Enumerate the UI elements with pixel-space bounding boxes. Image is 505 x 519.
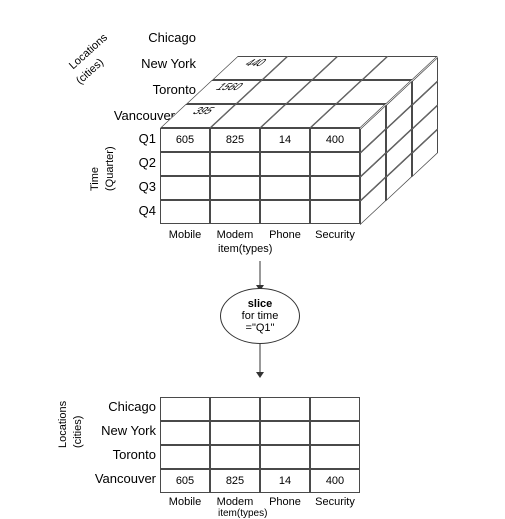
res-r4-c1: 605 <box>160 469 210 493</box>
arrow-cube-to-oval <box>250 261 270 291</box>
item-axis-label: item(types) <box>218 243 272 255</box>
slice-line2: for time <box>242 310 279 322</box>
res-r3-c2 <box>210 445 260 469</box>
result-item-mobile: Mobile <box>160 496 210 508</box>
res-r3-c1 <box>160 445 210 469</box>
result-city-vancouver: Vancouver <box>72 471 156 486</box>
res-r1-c3 <box>260 397 310 421</box>
res-r1-c4 <box>310 397 360 421</box>
res-r4-c4: 400 <box>310 469 360 493</box>
time-axis-label: Time <box>89 171 101 191</box>
city-chicago: Chicago <box>106 30 196 45</box>
quarter-q2: Q2 <box>118 155 156 170</box>
front-r3-c2 <box>210 176 260 200</box>
res-r4-c3: 14 <box>260 469 310 493</box>
quarter-q3: Q3 <box>118 179 156 194</box>
item-phone: Phone <box>260 229 310 241</box>
front-r4-c2 <box>210 200 260 224</box>
res-r2-c2 <box>210 421 260 445</box>
arrow-oval-to-result <box>250 344 270 378</box>
item-modem: Modem <box>210 229 260 241</box>
city-toronto: Toronto <box>106 82 196 97</box>
front-r4-c4 <box>310 200 360 224</box>
res-r1-c2 <box>210 397 260 421</box>
front-r1-c1: 605 <box>160 128 210 152</box>
result-item-modem: Modem <box>210 496 260 508</box>
result-city-toronto: Toronto <box>72 447 156 462</box>
front-r3-c1 <box>160 176 210 200</box>
quarter-q1: Q1 <box>118 131 156 146</box>
result-item-security: Security <box>310 496 360 508</box>
slice-oval: slice for time ="Q1" <box>220 288 300 344</box>
front-r2-c2 <box>210 152 260 176</box>
time-axis-sublabel: (Quarter) <box>104 171 116 191</box>
front-r4-c1 <box>160 200 210 224</box>
res-r2-c4 <box>310 421 360 445</box>
result-locations-label: Locations <box>57 428 69 448</box>
result-city-newyork: New York <box>72 423 156 438</box>
result-city-chicago: Chicago <box>72 399 156 414</box>
front-r3-c3 <box>260 176 310 200</box>
front-r2-c4 <box>310 152 360 176</box>
front-r1-c4: 400 <box>310 128 360 152</box>
front-r1-c3: 14 <box>260 128 310 152</box>
front-r2-c1 <box>160 152 210 176</box>
res-r2-c3 <box>260 421 310 445</box>
city-newyork: New York <box>106 56 196 71</box>
res-r4-c2: 825 <box>210 469 260 493</box>
slice-line3: ="Q1" <box>246 322 275 334</box>
front-r4-c3 <box>260 200 310 224</box>
item-security: Security <box>310 229 360 241</box>
res-r2-c1 <box>160 421 210 445</box>
front-r3-c4 <box>310 176 360 200</box>
quarter-q4: Q4 <box>118 203 156 218</box>
slice-title: slice <box>248 298 272 310</box>
res-r3-c3 <box>260 445 310 469</box>
result-item-phone: Phone <box>260 496 310 508</box>
res-r3-c4 <box>310 445 360 469</box>
item-mobile: Mobile <box>160 229 210 241</box>
city-vancouver: Vancouver <box>85 108 175 123</box>
front-r1-c2: 825 <box>210 128 260 152</box>
front-r2-c3 <box>260 152 310 176</box>
res-r1-c1 <box>160 397 210 421</box>
